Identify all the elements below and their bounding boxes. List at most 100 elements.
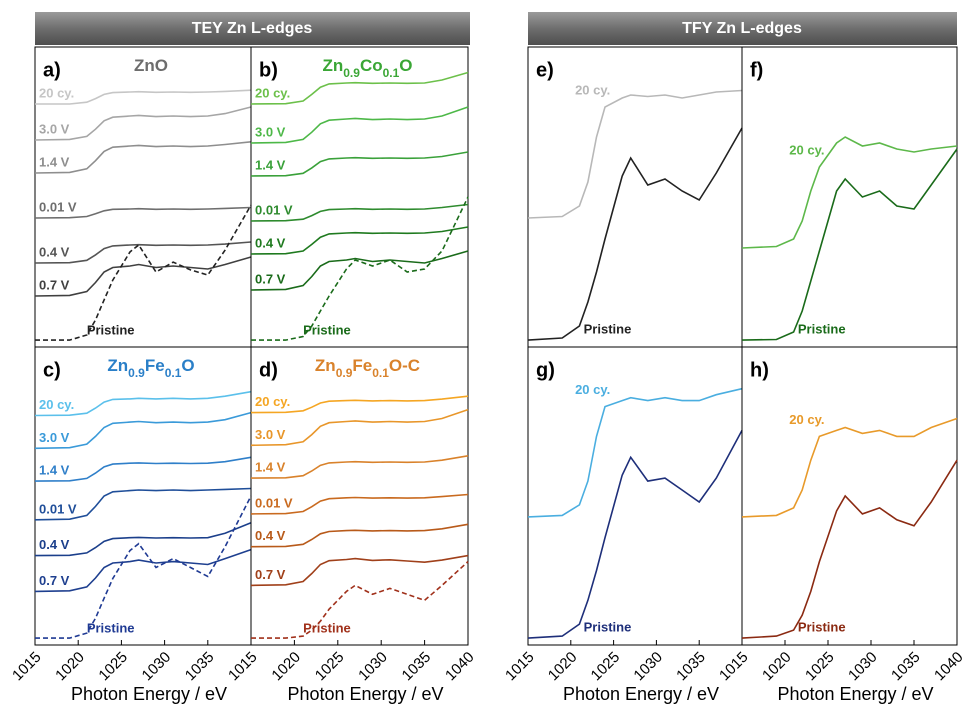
- spectrum-line: [527, 127, 743, 341]
- x-tick-label: 1020: [268, 649, 304, 685]
- x-tick-label: 1025: [95, 649, 131, 685]
- spectrum-line: [250, 395, 469, 414]
- panel-subtitle: Zn0.9Co0.1O: [322, 56, 412, 80]
- panel-label: g): [536, 359, 555, 381]
- series-label: Pristine: [87, 323, 135, 338]
- series-label: 20 cy.: [255, 394, 290, 409]
- series-label: 3.0 V: [255, 124, 286, 139]
- x-axis-label: Photon Energy / eV: [777, 684, 933, 704]
- series-label: 0.4 V: [255, 235, 286, 250]
- header-bar: [528, 12, 957, 45]
- series-label: 3.0 V: [39, 121, 70, 136]
- spectrum-line: [35, 89, 252, 105]
- x-tick-label: 1030: [845, 649, 881, 685]
- x-tick-label: 1035: [673, 649, 709, 685]
- x-tick-label: 1035: [399, 649, 435, 685]
- x-tick-label: 1025: [312, 649, 348, 685]
- spectrum-line: [250, 493, 469, 515]
- series-label: 0.01 V: [255, 495, 293, 510]
- spectrum-line: [250, 554, 469, 587]
- spectrum-line: [251, 196, 469, 341]
- series-label: 0.4 V: [255, 528, 286, 543]
- spectrum-line: [527, 430, 743, 639]
- spectrum-line: [250, 408, 469, 447]
- spectrum-line: [250, 71, 469, 105]
- panel-label: f): [750, 59, 763, 81]
- spectrum-line: [250, 250, 469, 291]
- spectrum-line: [250, 203, 469, 222]
- x-tick-label: 1015: [716, 649, 752, 685]
- series-label: 1.4 V: [255, 157, 286, 172]
- x-tick-label: 1040: [442, 649, 478, 685]
- series-label: Pristine: [584, 322, 632, 337]
- series-label: 1.4 V: [255, 460, 286, 475]
- spectrum-line: [741, 136, 958, 249]
- x-axis-label: Photon Energy / eV: [287, 684, 443, 704]
- x-tick-label: 1030: [139, 649, 175, 685]
- spectrum-line: [34, 456, 252, 482]
- panel-label: c): [43, 359, 61, 381]
- series-label: Pristine: [87, 621, 135, 636]
- spectrum-line: [250, 151, 469, 177]
- spectrum-line: [34, 106, 252, 141]
- series-label: 3.0 V: [255, 427, 286, 442]
- header-bar: [35, 12, 470, 45]
- header-title: TEY Zn L-edges: [192, 20, 313, 37]
- panel-frame: [34, 346, 252, 646]
- spectrum-line: [34, 487, 252, 521]
- series-label: 0.7 V: [255, 271, 286, 286]
- spectrum-line: [250, 523, 469, 548]
- x-tick-label: 1025: [588, 649, 624, 685]
- series-label: Pristine: [584, 620, 632, 635]
- series-label: Pristine: [798, 620, 846, 635]
- panel-label: d): [259, 359, 278, 381]
- series-label: 0.7 V: [255, 567, 286, 582]
- spectrum-line: [35, 204, 252, 341]
- panel-frame: [741, 346, 958, 646]
- series-label: 0.4 V: [39, 537, 70, 552]
- x-tick-label: 1040: [931, 649, 966, 685]
- panel-frame: [527, 346, 743, 646]
- x-tick-label: 1020: [759, 649, 795, 685]
- panel-label: b): [259, 59, 278, 81]
- x-tick-label: 1025: [802, 649, 838, 685]
- x-axis-label: Photon Energy / eV: [71, 684, 227, 704]
- series-label: 0.7 V: [39, 573, 70, 588]
- series-label: 20 cy.: [575, 382, 610, 397]
- series-label: 20 cy.: [255, 85, 290, 100]
- spectrum-line: [250, 226, 469, 255]
- series-label: 0.4 V: [39, 244, 70, 259]
- series-label: 20 cy.: [789, 142, 824, 157]
- spectrum-line: [34, 411, 252, 450]
- x-tick-label: 1015: [9, 649, 45, 685]
- spectrum-line: [34, 256, 252, 297]
- series-label: 20 cy.: [39, 85, 74, 100]
- series-label: Pristine: [798, 322, 846, 337]
- x-tick-label: 1015: [225, 649, 261, 685]
- spectrum-line: [34, 390, 252, 417]
- x-tick-label: 1030: [630, 649, 666, 685]
- spectrum-line: [250, 106, 469, 144]
- series-label: Pristine: [303, 621, 351, 636]
- x-axis-label: Photon Energy / eV: [563, 684, 719, 704]
- x-tick-label: 1030: [355, 649, 391, 685]
- series-label: 1.4 V: [39, 463, 70, 478]
- series-label: 20 cy.: [575, 82, 610, 97]
- panel-subtitle: Zn0.9Fe0.1O: [107, 356, 194, 380]
- series-label: 0.01 V: [39, 501, 77, 516]
- panel-label: a): [43, 59, 61, 81]
- series-label: Pristine: [303, 323, 351, 338]
- spectrum-line: [251, 561, 469, 639]
- series-label: 20 cy.: [39, 397, 74, 412]
- spectrum-line: [34, 548, 252, 593]
- x-tick-label: 1020: [545, 649, 581, 685]
- x-tick-label: 1015: [502, 649, 538, 685]
- spectrum-line: [741, 148, 958, 341]
- spectrum-line: [34, 522, 252, 557]
- spectrum-line: [34, 241, 252, 264]
- panel-frame: [527, 46, 743, 348]
- spectrum-line: [741, 459, 958, 639]
- x-tick-label: 1020: [52, 649, 88, 685]
- panel-label: e): [536, 59, 554, 81]
